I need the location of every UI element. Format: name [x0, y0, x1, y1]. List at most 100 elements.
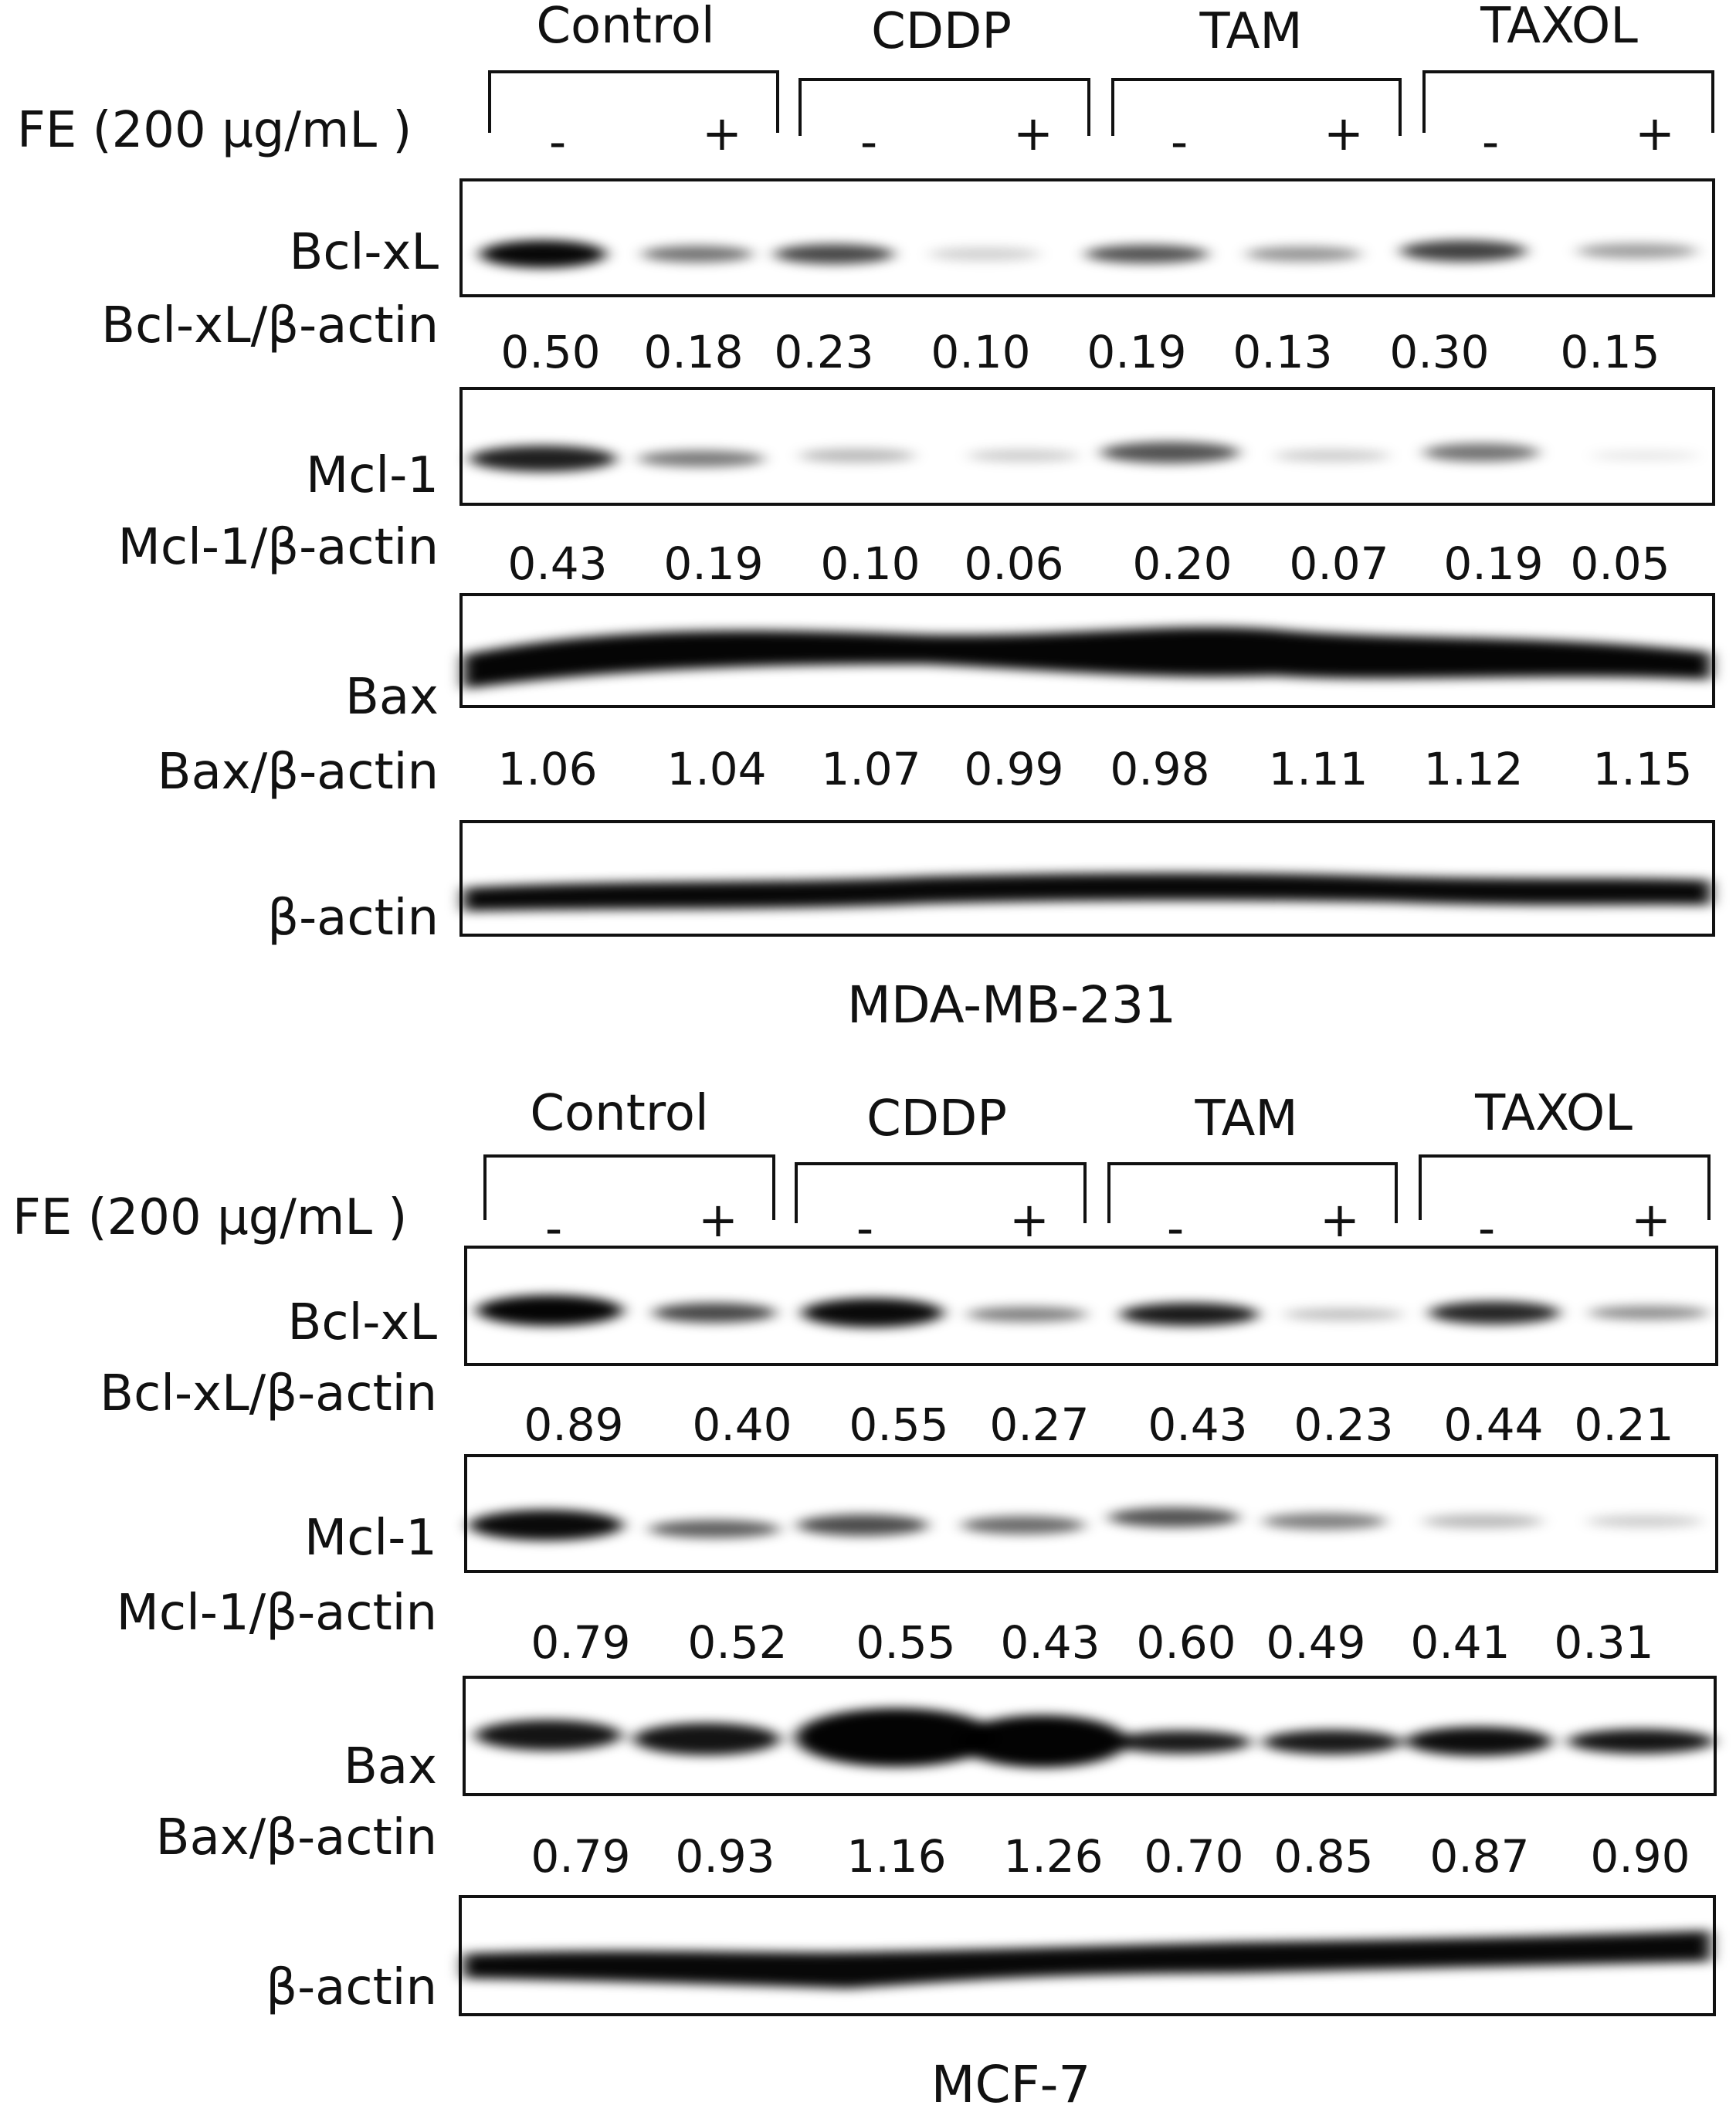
ratio-value: 0.41 — [1410, 1616, 1510, 1669]
ratio-value: 0.43 — [1000, 1616, 1100, 1669]
lane-sign: - — [545, 1200, 562, 1256]
band — [1429, 1301, 1560, 1324]
blot-bax — [463, 1676, 1717, 1796]
band — [642, 246, 753, 263]
ratio-label: Bax/β-actin — [156, 1809, 437, 1866]
lane-sign: - — [1482, 114, 1499, 170]
band — [480, 240, 606, 268]
lane-sign: - — [1171, 114, 1188, 170]
ratio-value: 0.18 — [643, 326, 743, 378]
lane-sign: + — [1635, 105, 1675, 161]
band — [774, 244, 894, 264]
ratio-value: 0.79 — [531, 1616, 630, 1669]
lane-sign: + — [1631, 1192, 1671, 1248]
band — [968, 449, 1079, 462]
protein-label: Bax — [345, 669, 439, 726]
ratio-value: 0.49 — [1266, 1616, 1365, 1669]
band — [1577, 243, 1697, 259]
cell-line-label: MCF-7 — [931, 2055, 1091, 2112]
lane-sign: - — [856, 1200, 873, 1256]
lane-sign: - — [1478, 1200, 1495, 1256]
band — [797, 1514, 928, 1536]
ratio-value: 1.07 — [821, 743, 921, 795]
band — [470, 446, 616, 472]
ratio-value: 0.05 — [1570, 537, 1670, 590]
ratio-value: 0.55 — [849, 1398, 948, 1451]
protein-label: β-actin — [267, 890, 439, 947]
membrane — [464, 1454, 1718, 1573]
band — [649, 1520, 780, 1538]
ratio-value: 1.15 — [1592, 743, 1692, 795]
group-label-tam: TAM — [1194, 1090, 1297, 1148]
band — [1423, 443, 1539, 462]
ratio-value: 0.87 — [1429, 1830, 1529, 1883]
treatment-label: FE (200 μg/mL ) — [17, 102, 412, 159]
ratio-value: 0.85 — [1273, 1830, 1373, 1883]
band — [1400, 240, 1527, 262]
ratio-value: 0.40 — [692, 1398, 792, 1451]
band — [1405, 1727, 1552, 1756]
ratio-value: 0.23 — [1294, 1398, 1393, 1451]
lane-sign: + — [702, 105, 742, 161]
group-label-control: Control — [530, 1085, 708, 1142]
ratio-value: 1.12 — [1423, 743, 1523, 795]
ratio-value: 0.99 — [964, 743, 1063, 795]
band — [1274, 449, 1390, 462]
bracket-cddp — [798, 78, 1090, 136]
band — [929, 247, 1040, 261]
ratio-value: 1.16 — [846, 1830, 946, 1883]
ratio-value: 0.30 — [1389, 326, 1489, 378]
ratio-value: 0.15 — [1560, 326, 1660, 378]
ratio-value: 0.20 — [1132, 537, 1232, 590]
ratio-value: 0.90 — [1590, 1830, 1690, 1883]
protein-label: β-actin — [266, 1959, 437, 2016]
band — [1085, 245, 1209, 263]
panel-mcf-7: Control CDDP TAM TAXOL FE (200 μg/mL ) -… — [12, 1085, 1718, 2112]
ratio-value: 0.31 — [1554, 1616, 1653, 1669]
band — [1100, 442, 1239, 463]
membrane — [459, 178, 1715, 297]
blot-mcl-1 — [459, 387, 1715, 506]
protein-label: Mcl-1 — [306, 447, 439, 504]
treatment-label: FE (200 μg/mL ) — [12, 1189, 407, 1246]
group-brackets — [483, 1154, 1711, 1223]
band — [469, 1510, 623, 1541]
bracket-control — [488, 70, 779, 133]
band — [653, 1303, 776, 1323]
ratio-label: Bcl-xL/β-actin — [100, 1365, 437, 1422]
ratio-value: 0.93 — [675, 1830, 775, 1883]
ratio-value: 0.27 — [989, 1398, 1089, 1451]
ratio-label: Mcl-1/β-actin — [118, 519, 439, 576]
protein-label: Bcl-xL — [288, 1294, 438, 1351]
band — [1591, 451, 1699, 460]
ratio-value: 0.19 — [663, 537, 763, 590]
ratio-value: 0.06 — [964, 537, 1063, 590]
group-label-taxol: TAXOL — [1474, 1085, 1633, 1142]
band — [1422, 1514, 1543, 1528]
protein-label: Mcl-1 — [304, 1510, 437, 1567]
band — [463, 627, 1711, 689]
ratio-value: 0.10 — [820, 537, 920, 590]
bracket-taxol — [1419, 1154, 1711, 1220]
group-brackets — [488, 70, 1714, 136]
band — [633, 1723, 780, 1755]
protein-label: Bcl-xL — [290, 224, 439, 281]
lane-sign: - — [1167, 1200, 1184, 1256]
band — [1112, 1731, 1251, 1754]
blot-bax — [459, 593, 1715, 708]
lane-sign: + — [1324, 105, 1364, 161]
ratio-value: 0.70 — [1144, 1830, 1243, 1883]
band — [1263, 1513, 1386, 1530]
group-label-tam: TAM — [1199, 3, 1302, 60]
ratio-label: Bax/β-actin — [158, 744, 439, 801]
group-label-cddp: CDDP — [871, 3, 1012, 60]
group-label-cddp: CDDP — [866, 1090, 1007, 1148]
band — [476, 1295, 623, 1326]
ratio-value: 0.43 — [1148, 1398, 1247, 1451]
cell-line-label: MDA-MB-231 — [847, 975, 1176, 1035]
bracket-tam — [1111, 78, 1402, 136]
ratio-value: 0.21 — [1574, 1398, 1673, 1451]
ratio-value: 0.52 — [687, 1616, 787, 1669]
band — [475, 1720, 622, 1751]
ratio-value: 0.43 — [507, 537, 607, 590]
